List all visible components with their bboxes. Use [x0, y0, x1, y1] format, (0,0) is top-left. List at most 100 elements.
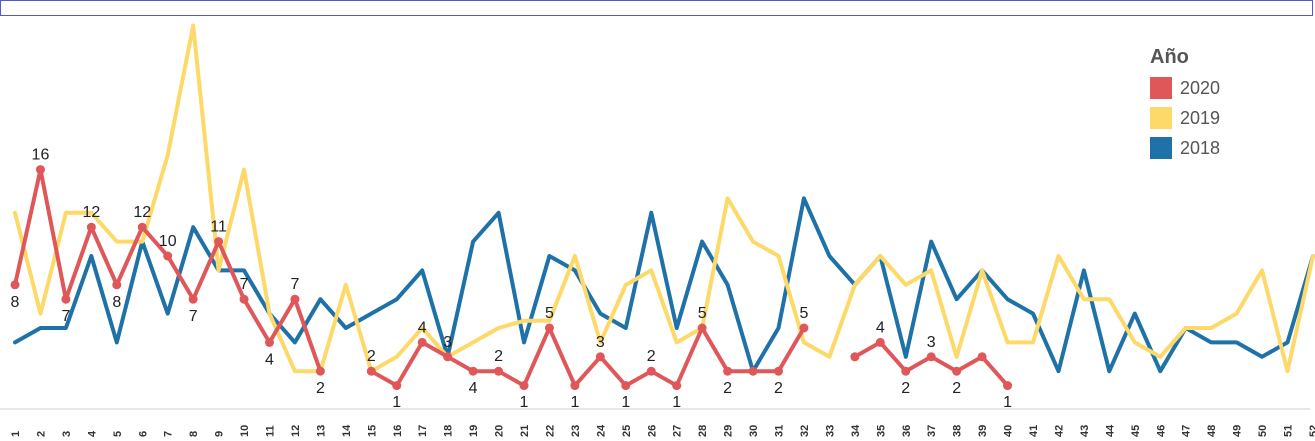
data-point-2020	[748, 366, 758, 376]
x-tick-label: 50	[1257, 425, 1269, 437]
data-point-2020	[137, 222, 147, 232]
x-tick-label: 51	[1283, 425, 1295, 437]
x-tick-label: 10	[239, 425, 251, 437]
data-label: 2	[367, 348, 376, 365]
data-label: 10	[159, 233, 177, 250]
x-tick-label: 9	[214, 431, 226, 437]
data-label: 2	[774, 380, 783, 397]
data-label: 2	[494, 348, 503, 365]
series-line-2019	[13, 23, 1315, 374]
x-tick-label: 24	[595, 424, 607, 437]
data-point-2020	[443, 352, 453, 362]
data-point-2020	[1003, 381, 1013, 391]
data-point-2020	[265, 337, 274, 347]
legend-swatch	[1150, 137, 1172, 159]
x-tick-label: 16	[392, 425, 404, 437]
data-label: 1	[1003, 394, 1012, 411]
legend-label: 2020	[1180, 77, 1221, 98]
legend-item-2020[interactable]: 2020	[1150, 73, 1220, 103]
data-label: 1	[392, 394, 401, 411]
x-tick-label: 1	[10, 431, 22, 437]
x-tick-label: 37	[926, 425, 938, 437]
x-tick-label: 34	[850, 424, 862, 437]
data-point-2020	[697, 323, 707, 333]
data-point-2020	[86, 222, 96, 232]
data-point-2020	[35, 165, 45, 175]
data-point-2020	[621, 381, 631, 391]
data-point-2020	[239, 294, 249, 304]
x-tick-label: 15	[366, 425, 378, 437]
legend: Año 2020 2019 2018	[1150, 46, 1220, 163]
x-tick-label: 22	[544, 425, 556, 437]
data-label: 8	[11, 294, 20, 311]
data-label: 5	[799, 305, 808, 322]
x-tick-label: 8	[188, 431, 200, 437]
x-tick-label: 52	[1308, 425, 1315, 437]
data-point-2020	[875, 337, 885, 347]
x-tick-label: 43	[1079, 425, 1091, 437]
legend-label: 2019	[1180, 107, 1221, 128]
data-point-2020	[163, 251, 173, 261]
x-tick-label: 4	[86, 430, 98, 437]
data-point-2020	[850, 352, 860, 362]
x-tick-label: 30	[748, 425, 760, 437]
legend-item-2018[interactable]: 2018	[1150, 133, 1220, 163]
legend-item-2019[interactable]: 2019	[1150, 103, 1220, 133]
data-point-2020	[774, 366, 783, 376]
data-point-2020	[366, 366, 376, 376]
data-point-2020	[595, 352, 605, 362]
x-tick-label: 41	[1028, 425, 1040, 437]
x-tick-label: 35	[875, 425, 887, 437]
x-tick-label: 47	[1181, 425, 1193, 437]
x-tick-label: 21	[519, 425, 531, 437]
x-tick-label: 40	[1003, 425, 1015, 437]
x-tick-label: 17	[417, 425, 429, 437]
data-label: 2	[723, 380, 732, 397]
series-line-2020	[369, 326, 806, 388]
x-tick-label: 12	[290, 425, 302, 437]
data-label: 5	[545, 305, 554, 322]
data-point-2020	[392, 381, 402, 391]
x-tick-label: 5	[112, 431, 124, 437]
x-tick-label: 45	[1130, 425, 1142, 437]
x-tick-label: 25	[621, 425, 633, 437]
data-point-2020	[494, 366, 504, 376]
data-label: 4	[265, 351, 274, 368]
data-point-2020	[315, 366, 325, 376]
data-point-2020	[926, 352, 936, 362]
data-label: 7	[240, 276, 249, 293]
x-tick-label: 23	[570, 425, 582, 437]
data-point-2020	[214, 237, 224, 247]
data-label: 16	[32, 147, 50, 164]
x-tick-label: 7	[163, 431, 175, 437]
x-tick-label: 2	[35, 431, 47, 437]
x-tick-label: 49	[1232, 425, 1244, 437]
x-tick-label: 26	[646, 425, 658, 437]
data-label: 12	[133, 204, 151, 221]
legend-label: 2018	[1180, 137, 1221, 158]
x-tick-label: 46	[1155, 425, 1167, 437]
data-point-2020	[672, 381, 682, 391]
data-point-2020	[468, 366, 478, 376]
x-tick-label: 29	[723, 425, 735, 437]
data-point-2020	[10, 280, 20, 290]
data-point-2020	[901, 366, 911, 376]
series-line-2020	[13, 167, 323, 374]
data-point-2020	[799, 323, 809, 333]
x-tick-label: 6	[137, 431, 149, 437]
data-point-2020	[570, 381, 580, 391]
x-tick-label: 36	[901, 425, 913, 437]
data-point-2020	[112, 280, 122, 290]
data-label: 8	[112, 294, 121, 311]
data-label: 1	[570, 394, 579, 411]
data-label: 5	[698, 305, 707, 322]
x-tick-label: 33	[824, 425, 836, 437]
data-label: 1	[520, 394, 529, 411]
x-tick-label: 28	[697, 425, 709, 437]
x-tick-label: 42	[1053, 425, 1065, 437]
data-point-2020	[544, 323, 554, 333]
x-tick-label: 14	[341, 424, 353, 437]
data-label: 12	[82, 204, 100, 221]
data-label: 1	[621, 394, 630, 411]
